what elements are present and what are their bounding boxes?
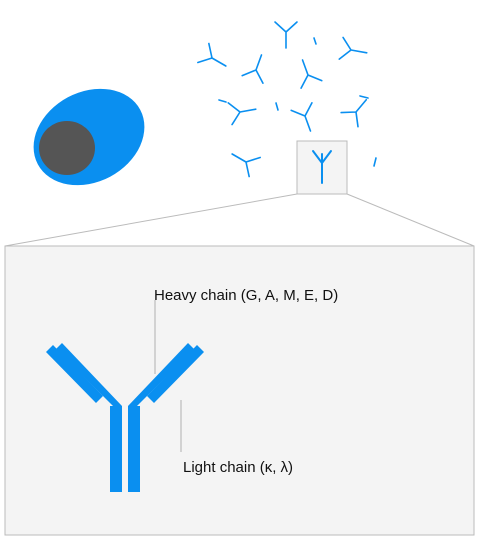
heavy-chain-label: Heavy chain (G, A, M, E, D) (154, 287, 338, 304)
light-chain-right (147, 345, 204, 403)
small-antibody (338, 36, 368, 60)
leader-lines (154, 300, 182, 452)
antibody-fragment (359, 95, 369, 99)
zoom-lines (4, 193, 475, 247)
small-antibody (300, 59, 323, 89)
small-antibody (274, 21, 298, 49)
small-antibody (227, 102, 257, 126)
light-chain-left (46, 345, 103, 403)
small-antibody (197, 42, 227, 67)
cell-nucleus (39, 121, 95, 175)
heavy-chain-right-arm (128, 343, 194, 415)
heavy-chain-left-arm (56, 343, 122, 415)
antibody-fragment (313, 37, 317, 45)
heavy-chain-stem-right (128, 406, 140, 492)
zoom-source-box (296, 140, 348, 195)
light-chain-label: Light chain (κ, λ) (183, 459, 293, 476)
large-antibody (46, 343, 204, 492)
antibody-fragment (275, 102, 279, 111)
heavy-chain-stem-left (110, 406, 122, 492)
small-antibody (340, 98, 368, 128)
small-antibody (241, 54, 264, 84)
antibody-fragment (218, 99, 227, 103)
small-antibody (290, 102, 313, 132)
small-antibody (231, 153, 261, 178)
zoom-panel (4, 245, 475, 536)
antibody-cloud (197, 21, 377, 178)
antibody-fragment (373, 157, 377, 167)
b-cell (33, 88, 145, 186)
